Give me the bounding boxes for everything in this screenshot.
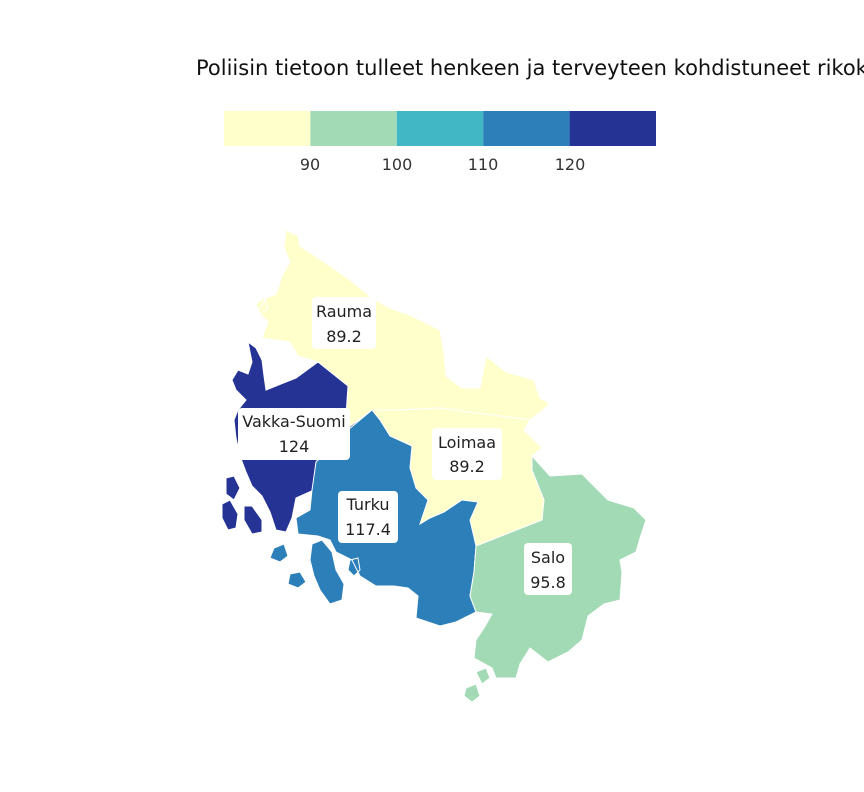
label-region-name: Salo [531,548,565,567]
legend-swatch-4 [483,111,570,146]
label-vakka-suomi: Vakka-Suomi 124 [238,408,350,460]
label-box [238,408,350,460]
label-region-name: Turku [346,495,390,514]
legend-swatch-2 [310,111,397,146]
legend-swatch-3 [396,111,484,146]
label-box [338,491,398,543]
map-title: Poliisin tietoon tulleet henkeen ja terv… [196,56,864,80]
legend-tick-label: 110 [468,155,499,174]
legend-swatch-1 [224,111,311,146]
legend-tick-label: 100 [382,155,413,174]
label-region-name: Vakka-Suomi [242,412,345,431]
legend-tick-label: 90 [300,155,320,174]
label-box [432,428,502,480]
label-rauma: Rauma 89.2 [312,297,376,349]
legend-tick-label: 120 [555,155,586,174]
label-region-value: 89.2 [449,457,485,476]
label-box [524,543,572,595]
label-region-value: 117.4 [345,520,391,539]
label-region-value: 89.2 [326,327,362,346]
label-box [312,297,376,349]
label-turku: Turku 117.4 [338,491,398,543]
legend: 90 100 110 120 [224,111,656,174]
label-region-name: Loimaa [438,433,496,452]
label-region-value: 124 [279,437,310,456]
label-region-value: 95.8 [530,573,566,592]
label-loimaa: Loimaa 89.2 [432,428,502,480]
label-salo: Salo 95.8 [524,543,572,595]
legend-swatch-5 [569,111,656,146]
label-region-name: Rauma [316,302,372,321]
region-labels: Rauma 89.2 Vakka-Suomi 124 Loimaa 89.2 T… [238,297,572,595]
